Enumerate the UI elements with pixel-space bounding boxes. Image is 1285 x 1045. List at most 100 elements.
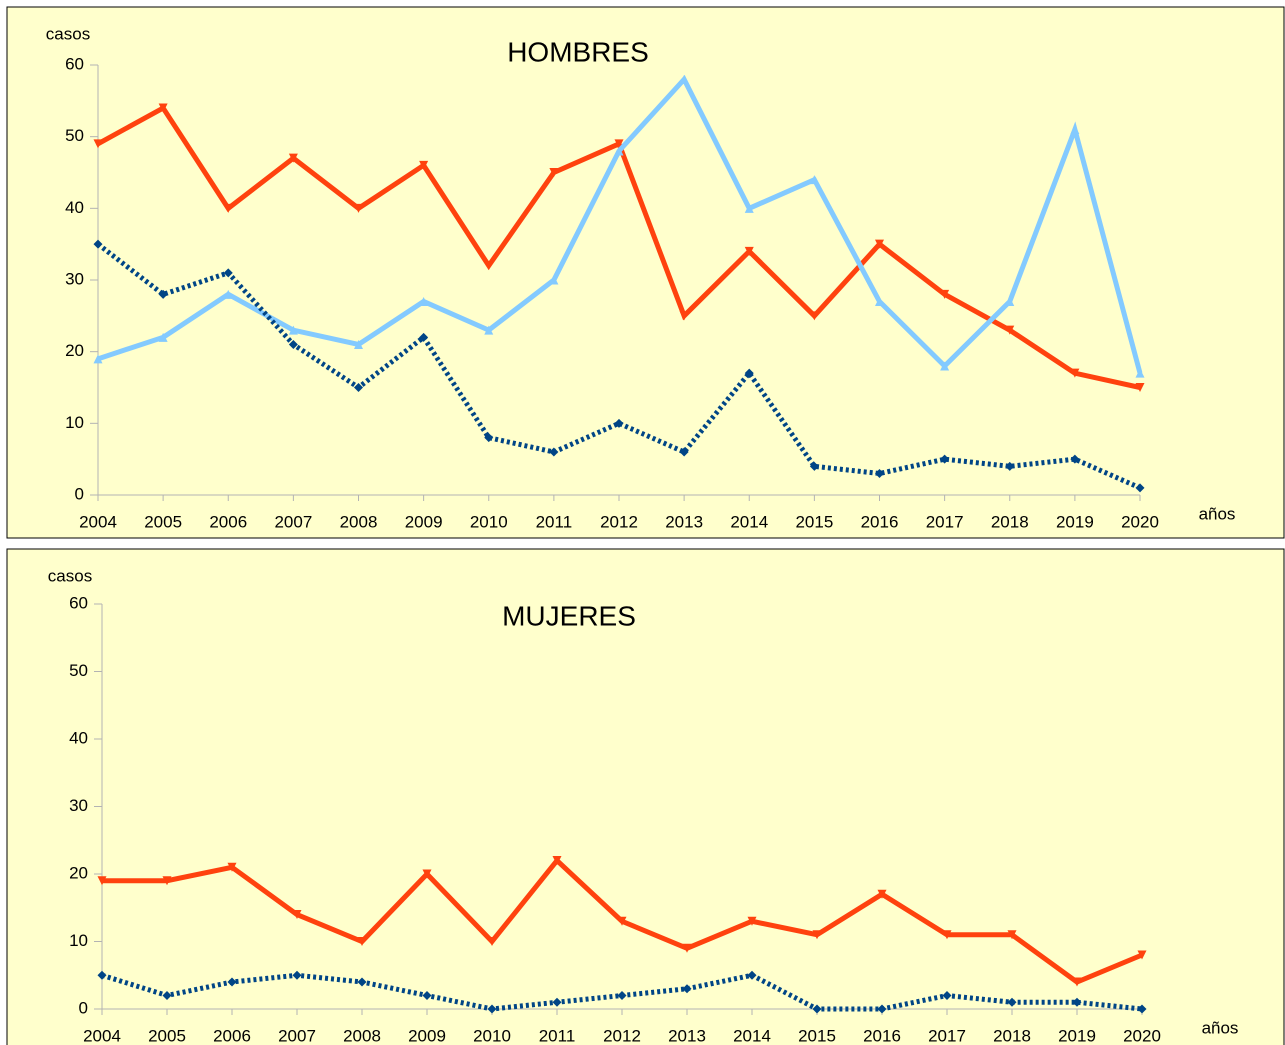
- point-marker: [940, 361, 950, 371]
- point-marker: [1072, 977, 1082, 987]
- x-tick-label: 2009: [405, 512, 443, 531]
- point-marker: [809, 175, 819, 185]
- y-tick-label: 0: [75, 484, 84, 503]
- x-tick-label: 2004: [83, 1026, 121, 1045]
- point-marker: [292, 970, 302, 980]
- point-marker: [679, 447, 689, 457]
- point-marker: [875, 239, 884, 249]
- point-marker: [158, 289, 168, 299]
- point-marker: [679, 74, 689, 84]
- point-marker: [422, 869, 432, 879]
- point-marker: [1070, 368, 1080, 378]
- point-marker: [223, 203, 233, 213]
- y-tick-label: 50: [69, 661, 88, 680]
- point-marker: [1137, 1004, 1147, 1014]
- point-marker: [552, 997, 562, 1007]
- x-tick-label: 2006: [213, 1026, 251, 1045]
- point-marker: [1005, 461, 1015, 471]
- x-tick-label: 2017: [928, 1026, 966, 1045]
- point-marker: [93, 139, 103, 149]
- point-marker: [288, 153, 298, 163]
- x-tick-label: 2015: [795, 512, 833, 531]
- point-marker: [877, 889, 887, 899]
- point-marker: [487, 1004, 497, 1014]
- point-marker: [227, 977, 237, 987]
- point-marker: [614, 139, 624, 149]
- point-marker: [419, 332, 429, 342]
- point-marker: [93, 239, 103, 249]
- point-marker: [875, 297, 884, 306]
- point-marker: [809, 461, 819, 471]
- y-tick-label: 10: [65, 413, 84, 432]
- x-tick-label: 2010: [473, 1026, 511, 1045]
- y-tick-label: 10: [69, 931, 88, 950]
- point-marker: [682, 984, 692, 994]
- point-marker: [97, 970, 107, 980]
- point-marker: [357, 937, 367, 946]
- x-tick-label: 2013: [665, 512, 703, 531]
- x-tick-label: 2008: [343, 1026, 381, 1045]
- point-marker: [162, 991, 172, 1000]
- point-marker: [419, 297, 429, 306]
- point-marker: [747, 916, 757, 926]
- x-tick-label: 2016: [863, 1026, 901, 1045]
- y-tick-label: 40: [65, 198, 84, 217]
- point-marker: [354, 203, 363, 213]
- x-tick-label: 2012: [600, 512, 638, 531]
- point-marker: [549, 275, 559, 285]
- y-tick-label: 20: [65, 341, 84, 360]
- point-marker: [747, 970, 757, 980]
- point-marker: [227, 862, 237, 872]
- point-marker: [484, 433, 494, 443]
- point-marker: [422, 991, 432, 1000]
- point-marker: [1005, 297, 1015, 306]
- point-marker: [1070, 454, 1080, 464]
- point-marker: [357, 977, 367, 987]
- point-marker: [875, 469, 884, 478]
- point-marker: [288, 325, 298, 335]
- point-marker: [682, 943, 692, 953]
- x-tick-label: 2016: [861, 512, 899, 531]
- point-marker: [614, 418, 624, 428]
- y-tick-label: 30: [65, 269, 84, 288]
- y-tick-label: 60: [69, 593, 88, 612]
- point-marker: [162, 876, 172, 886]
- point-marker: [487, 937, 497, 946]
- point-marker: [812, 930, 822, 940]
- point-marker: [614, 146, 624, 156]
- point-marker: [940, 289, 950, 299]
- point-marker: [1070, 125, 1080, 134]
- point-marker: [1072, 997, 1082, 1007]
- point-marker: [484, 325, 494, 335]
- x-tick-label: 2004: [79, 512, 117, 531]
- x-tick-label: 2019: [1056, 512, 1094, 531]
- point-marker: [93, 354, 103, 364]
- x-tick-label: 2015: [798, 1026, 836, 1045]
- y-tick-label: 20: [69, 863, 88, 882]
- x-tick-label: 2008: [340, 512, 378, 531]
- chart-title: HOMBRES: [507, 36, 649, 67]
- point-marker: [744, 246, 754, 256]
- x-tick-label: 2005: [144, 512, 182, 531]
- y-tick-label: 30: [69, 796, 88, 815]
- series-line: [96, 242, 1142, 491]
- y-tick-label: 0: [79, 998, 88, 1017]
- x-tick-label: 2017: [926, 512, 964, 531]
- x-tick-label: 2014: [733, 1026, 771, 1045]
- chart-title: MUJERES: [502, 600, 636, 631]
- point-marker: [552, 856, 562, 865]
- point-marker: [617, 916, 627, 926]
- point-marker: [97, 876, 107, 886]
- point-marker: [354, 383, 363, 392]
- point-marker: [877, 1004, 887, 1014]
- x-tick-label: 2020: [1123, 1026, 1161, 1045]
- y-axis-label: casos: [48, 566, 92, 585]
- x-tick-label: 2018: [991, 512, 1029, 531]
- x-tick-label: 2014: [730, 512, 768, 531]
- point-marker: [1007, 930, 1017, 940]
- x-tick-label: 2018: [993, 1026, 1031, 1045]
- point-marker: [158, 103, 168, 113]
- point-marker: [419, 160, 429, 170]
- y-tick-label: 40: [69, 728, 88, 747]
- x-tick-label: 2007: [278, 1026, 316, 1045]
